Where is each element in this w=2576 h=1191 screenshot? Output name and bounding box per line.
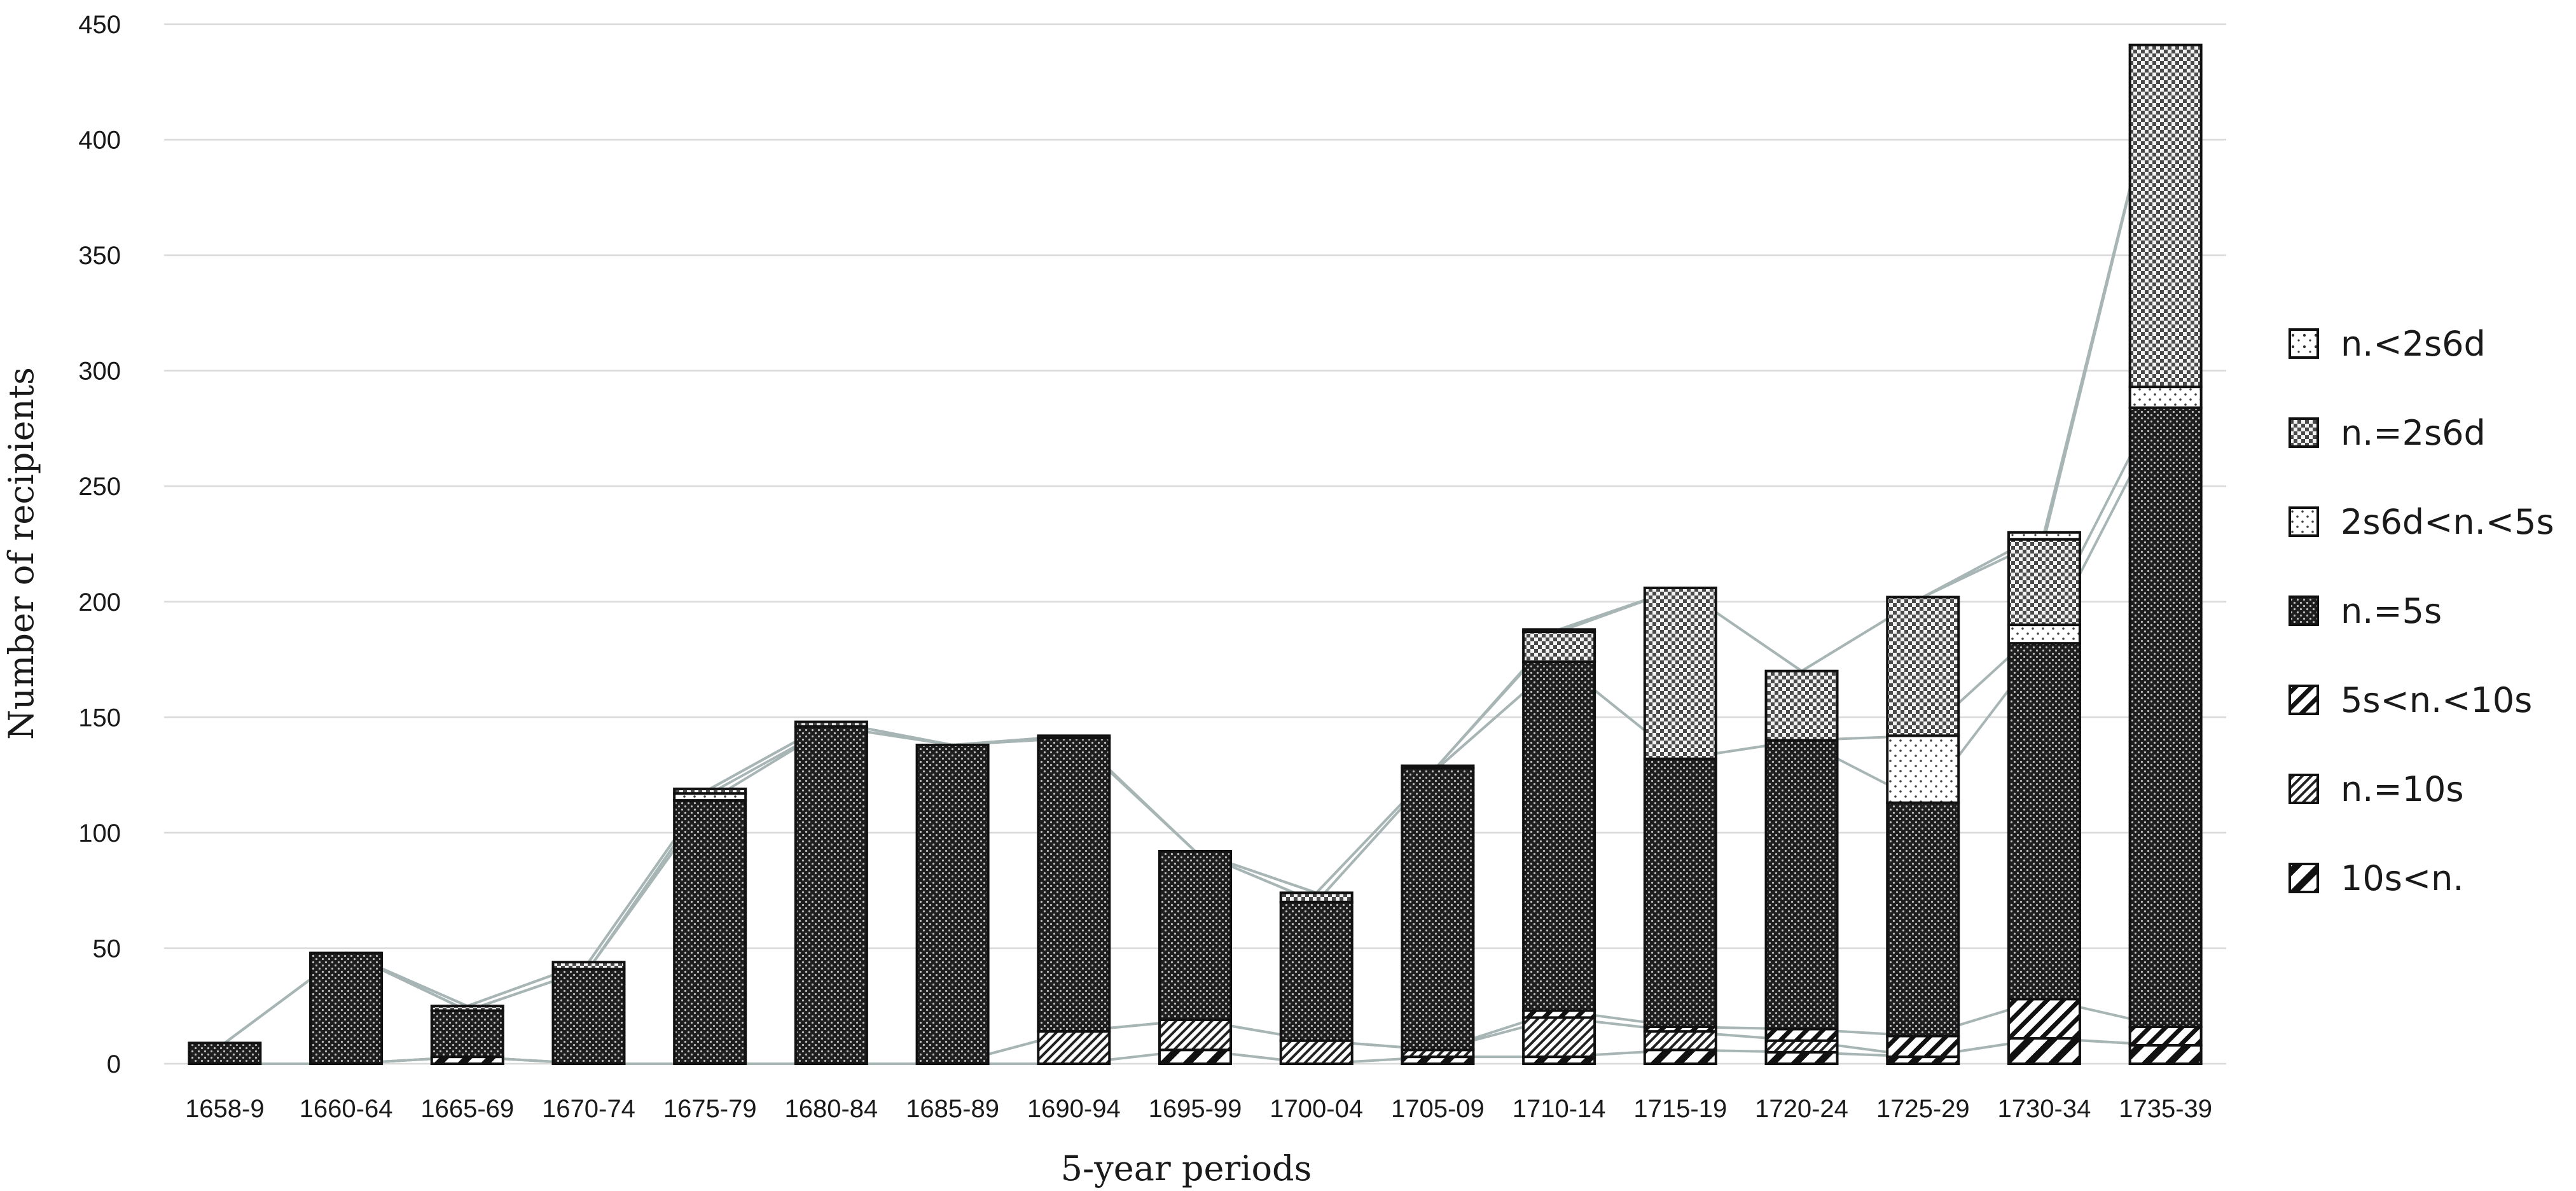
gridlines bbox=[164, 23, 2226, 1065]
bars bbox=[188, 43, 2203, 1066]
bar-segment bbox=[1643, 1048, 1717, 1066]
y-tick-label: 150 bbox=[78, 704, 121, 732]
x-tick-label: 1705-09 bbox=[1391, 1095, 1485, 1123]
bar-segment bbox=[1158, 1048, 1232, 1066]
y-tick-label: 350 bbox=[78, 242, 121, 270]
bar-segment bbox=[1764, 739, 1839, 1031]
x-tick-label: 1690-94 bbox=[1027, 1095, 1121, 1123]
y-tick-label: 200 bbox=[78, 589, 121, 616]
bar-segment bbox=[551, 968, 626, 1065]
bar-segment bbox=[1279, 900, 1354, 1042]
x-tick-label: 1670-74 bbox=[542, 1095, 635, 1123]
bar-segment bbox=[188, 1041, 262, 1065]
x-tick-label: 1730-34 bbox=[1998, 1095, 2091, 1123]
legend-label: 2s6d<n.<5s bbox=[2341, 502, 2554, 542]
legend-label: n.<2s6d bbox=[2341, 324, 2486, 364]
y-axis-ticks: 0 50 100 150 200 250 300 350 400 450 bbox=[78, 11, 121, 1078]
bar-segment bbox=[1401, 764, 1475, 770]
bar-segment bbox=[430, 1005, 504, 1012]
x-tick-label: 1680-84 bbox=[784, 1095, 878, 1123]
bar-segment bbox=[673, 799, 747, 1065]
bar-segment bbox=[794, 720, 868, 728]
bar-segment bbox=[1764, 1050, 1839, 1066]
bar-segment bbox=[1886, 801, 1960, 1038]
x-tick-label: 1685-89 bbox=[906, 1095, 999, 1123]
bar-segment bbox=[1522, 630, 1596, 664]
bar-segment bbox=[1643, 586, 1717, 760]
x-tick-label: 1715-19 bbox=[1633, 1095, 1727, 1123]
bar-segment bbox=[1764, 669, 1839, 742]
bar-segment bbox=[551, 961, 626, 971]
bar-segment bbox=[2128, 1025, 2203, 1047]
legend-label: n.=10s bbox=[2341, 769, 2463, 809]
bar-segment bbox=[1037, 734, 1111, 740]
legend-swatch bbox=[2289, 685, 2319, 715]
legend-swatch bbox=[2289, 506, 2319, 537]
legend-swatch bbox=[2289, 417, 2319, 448]
bar-segment bbox=[1279, 891, 1354, 903]
bar-segment bbox=[1643, 1030, 1717, 1052]
bar-segment bbox=[1643, 757, 1717, 1028]
bar-segment bbox=[2007, 623, 2081, 645]
legend-swatch bbox=[2289, 328, 2319, 359]
bar-segment bbox=[2128, 386, 2203, 409]
bar-segment bbox=[2007, 998, 2081, 1040]
legend-swatch bbox=[2289, 863, 2319, 893]
y-tick-label: 300 bbox=[78, 358, 121, 386]
x-tick-label: 1675-79 bbox=[663, 1095, 757, 1123]
x-tick-label: 1695-99 bbox=[1149, 1095, 1242, 1123]
y-tick-label: 250 bbox=[78, 473, 121, 501]
legend-label: 5s<n.<10s bbox=[2341, 680, 2532, 720]
y-tick-label: 450 bbox=[78, 11, 121, 39]
bar-segment bbox=[2007, 1037, 2081, 1065]
x-tick-label: 1735-39 bbox=[2119, 1095, 2212, 1123]
legend-swatch bbox=[2289, 774, 2319, 804]
legend-label: n.=5s bbox=[2341, 591, 2442, 631]
bar-segment bbox=[1401, 767, 1475, 1052]
bar-segment bbox=[915, 743, 990, 1065]
x-axis-ticks: 1658-9 1660-64 1665-69 1670-74 1675-79 1680-8… bbox=[185, 1095, 2212, 1123]
bar-segment bbox=[794, 725, 868, 1065]
y-axis-title: Number of recipients bbox=[1, 367, 41, 740]
bar-segment bbox=[1764, 1039, 1839, 1054]
bar-segment bbox=[1886, 596, 1960, 737]
bar-segment bbox=[2007, 642, 2081, 1001]
bar-segment bbox=[1522, 660, 1596, 1012]
x-tick-label: 1710-14 bbox=[1513, 1095, 1606, 1123]
bar-segment bbox=[2007, 531, 2081, 541]
bar-segment bbox=[1886, 734, 1960, 804]
bar-segment bbox=[1279, 1039, 1354, 1065]
bar-segment bbox=[1522, 1016, 1596, 1059]
legend-label: 10s<n. bbox=[2341, 858, 2463, 898]
x-tick-label: 1725-29 bbox=[1876, 1095, 1970, 1123]
x-tick-label: 1700-04 bbox=[1270, 1095, 1363, 1123]
x-tick-label: 1660-64 bbox=[300, 1095, 393, 1123]
bar-segment bbox=[1886, 1034, 1960, 1059]
bar-segment bbox=[1764, 1027, 1839, 1042]
bar-segment bbox=[2128, 43, 2203, 389]
bar-segment bbox=[2128, 406, 2203, 1028]
bar-segment bbox=[309, 951, 384, 1065]
y-tick-label: 50 bbox=[93, 935, 121, 963]
y-tick-label: 400 bbox=[78, 127, 121, 155]
legend: n.<2s6d n.=2s6d 2s6d<n.<5s n.=5s 5s<n.<10s n.… bbox=[2289, 324, 2554, 898]
bar-segment bbox=[673, 787, 747, 795]
legend-swatch bbox=[2289, 596, 2319, 626]
x-tick-label: 1720-24 bbox=[1755, 1095, 1848, 1123]
bar-segment bbox=[430, 1009, 504, 1059]
bar-segment bbox=[2007, 538, 2081, 627]
bar-segment bbox=[1158, 849, 1232, 1022]
y-tick-label: 0 bbox=[107, 1050, 121, 1078]
legend-label: n.=2s6d bbox=[2341, 413, 2486, 453]
x-tick-label: 1665-69 bbox=[420, 1095, 514, 1123]
bar-segment bbox=[1158, 1019, 1232, 1052]
bar-segment bbox=[2128, 1043, 2203, 1066]
y-tick-label: 100 bbox=[78, 819, 121, 847]
bar-segment bbox=[1037, 737, 1111, 1033]
bar-segment bbox=[1522, 628, 1596, 633]
bar-segment bbox=[1037, 1030, 1111, 1065]
x-axis-title: 5-year periods bbox=[1061, 1148, 1312, 1188]
x-tick-label: 1658-9 bbox=[185, 1095, 265, 1123]
